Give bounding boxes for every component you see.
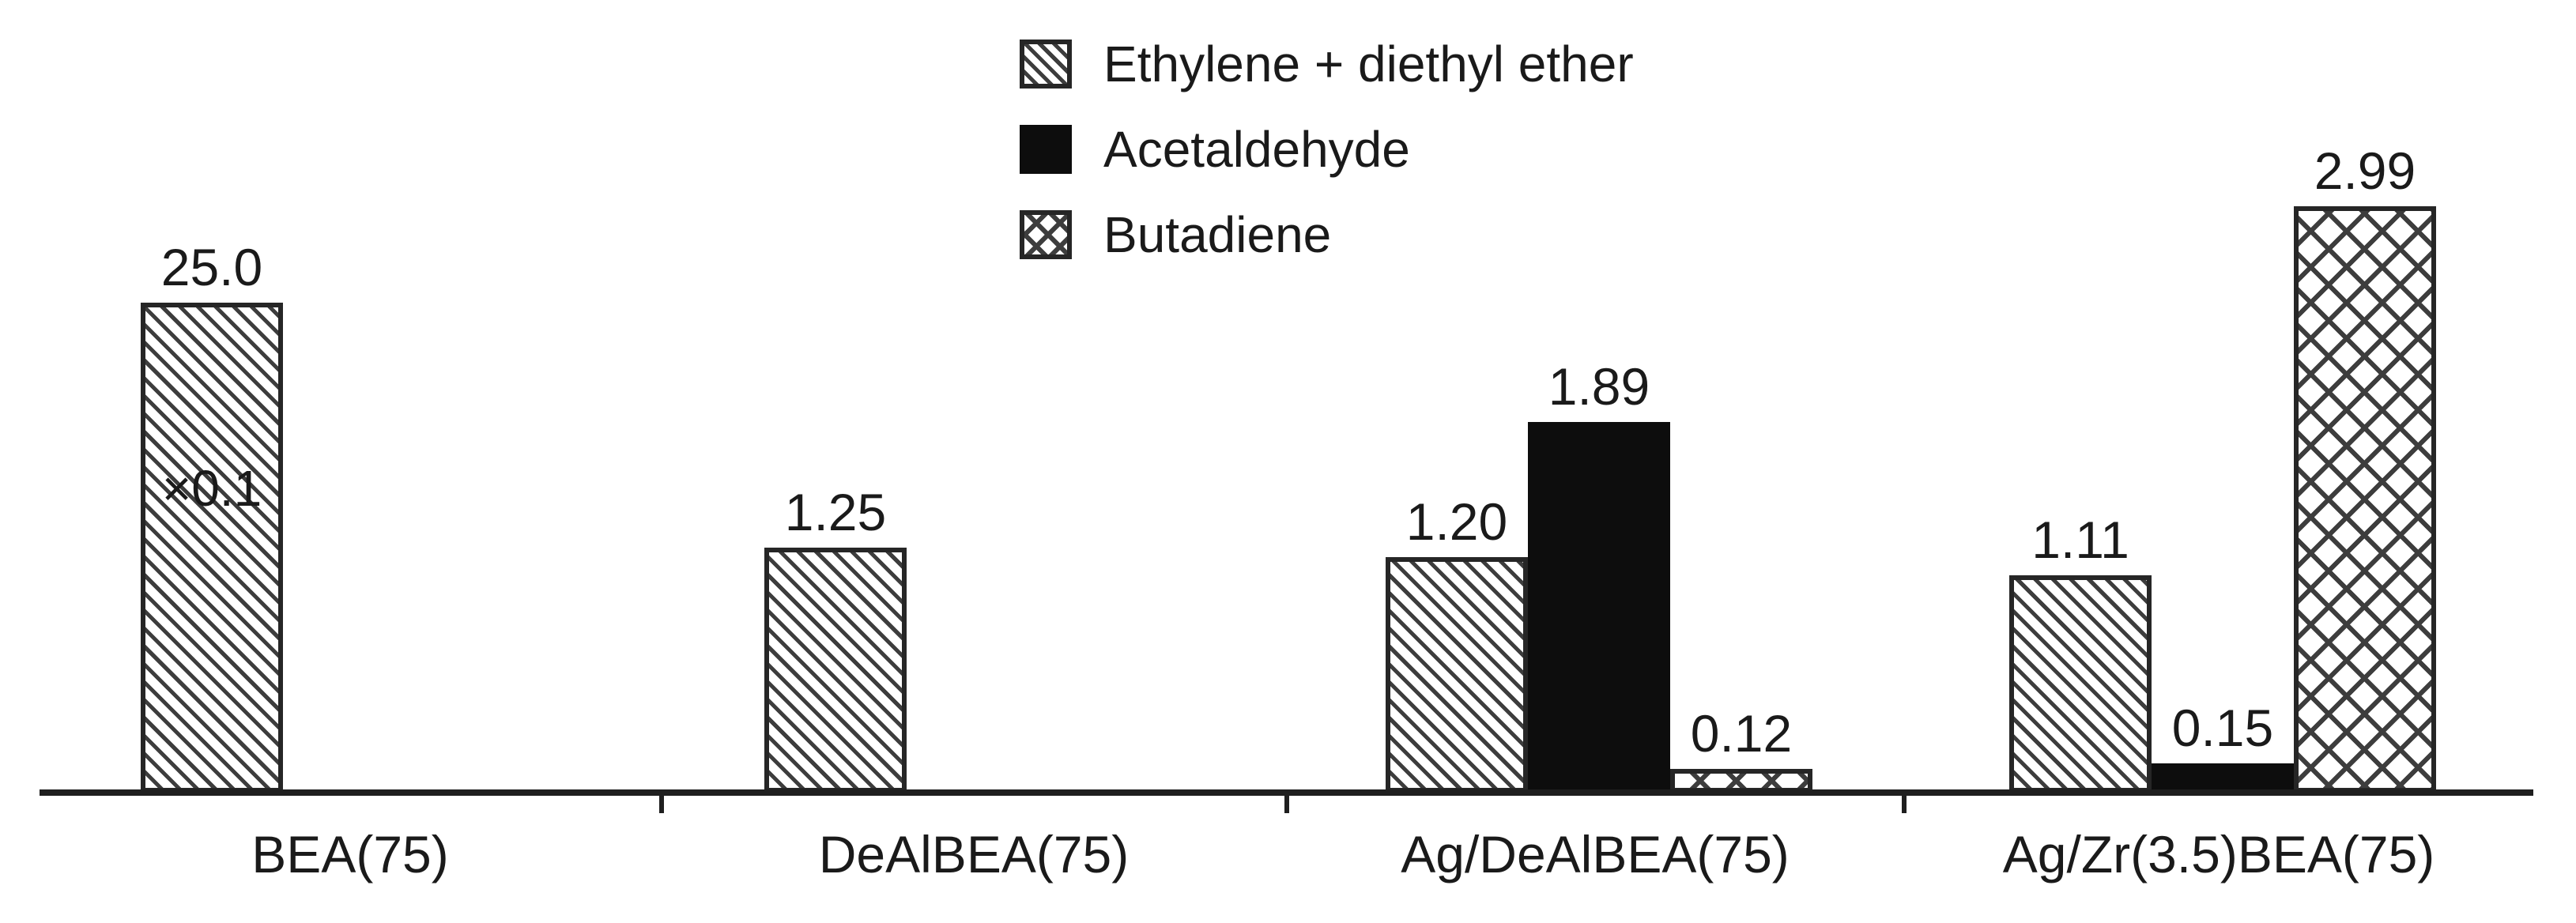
legend-label-acetaldehyde: Acetaldehyde bbox=[1103, 121, 1410, 178]
legend-label-ethylene-diethyl-ether: Ethylene + diethyl ether bbox=[1103, 36, 1634, 92]
bar-ethylene-diethyl-ether-bea-75 bbox=[141, 303, 283, 793]
value-label-ethylene-diethyl-ether-dealbea-75: 1.25 bbox=[784, 483, 887, 541]
bar-acetaldehyde-ag-dealbea-75 bbox=[1528, 422, 1670, 793]
legend-label-butadiene: Butadiene bbox=[1103, 206, 1332, 263]
x-axis-tick bbox=[1284, 796, 1289, 813]
chart-legend: Ethylene + diethyl ether Acetaldehyde Bu… bbox=[1020, 39, 1634, 260]
legend-item-butadiene: Butadiene bbox=[1020, 209, 1634, 260]
value-label-acetaldehyde-ag-dealbea-75: 1.89 bbox=[1548, 357, 1650, 416]
value-label-butadiene-ag-zr-3-5-bea-75: 2.99 bbox=[2314, 141, 2416, 200]
bar-ethylene-diethyl-ether-ag-dealbea-75 bbox=[1386, 557, 1528, 793]
legend-swatch-cross-hatch-icon bbox=[1020, 210, 1072, 259]
x-axis-tick bbox=[659, 796, 664, 813]
x-axis-line bbox=[40, 789, 2533, 796]
category-label-ag-zr-3-5-bea-75: Ag/Zr(3.5)BEA(75) bbox=[2002, 825, 2435, 883]
bar-scale-annotation: ×0.1 bbox=[161, 460, 262, 517]
value-label-ethylene-diethyl-ether-ag-dealbea-75: 1.20 bbox=[1405, 492, 1508, 551]
bar-butadiene-ag-zr-3-5-bea-75 bbox=[2294, 206, 2436, 793]
bar-ethylene-diethyl-ether-dealbea-75 bbox=[764, 548, 907, 793]
bar-acetaldehyde-ag-zr-3-5-bea-75 bbox=[2152, 763, 2294, 793]
category-label-ag-dealbea-75: Ag/DeAlBEA(75) bbox=[1401, 825, 1790, 883]
legend-item-ethylene-diethyl-ether: Ethylene + diethyl ether bbox=[1020, 39, 1634, 89]
bar-ethylene-diethyl-ether-ag-zr-3-5-bea-75 bbox=[2009, 575, 2152, 793]
value-label-ethylene-diethyl-ether-ag-zr-3-5-bea-75: 1.11 bbox=[2031, 510, 2129, 569]
category-label-bea-75: BEA(75) bbox=[251, 825, 449, 883]
legend-item-acetaldehyde: Acetaldehyde bbox=[1020, 124, 1634, 175]
x-axis-tick bbox=[1902, 796, 1907, 813]
category-label-dealbea-75: DeAlBEA(75) bbox=[818, 825, 1130, 883]
legend-swatch-solid-icon bbox=[1020, 125, 1072, 174]
value-label-butadiene-ag-dealbea-75: 0.12 bbox=[1690, 704, 1793, 763]
value-label-ethylene-diethyl-ether-bea-75: 25.0 bbox=[160, 238, 263, 296]
value-label-acetaldehyde-ag-zr-3-5-bea-75: 0.15 bbox=[2171, 699, 2274, 757]
legend-swatch-diagonal-hatch-icon bbox=[1020, 40, 1072, 89]
